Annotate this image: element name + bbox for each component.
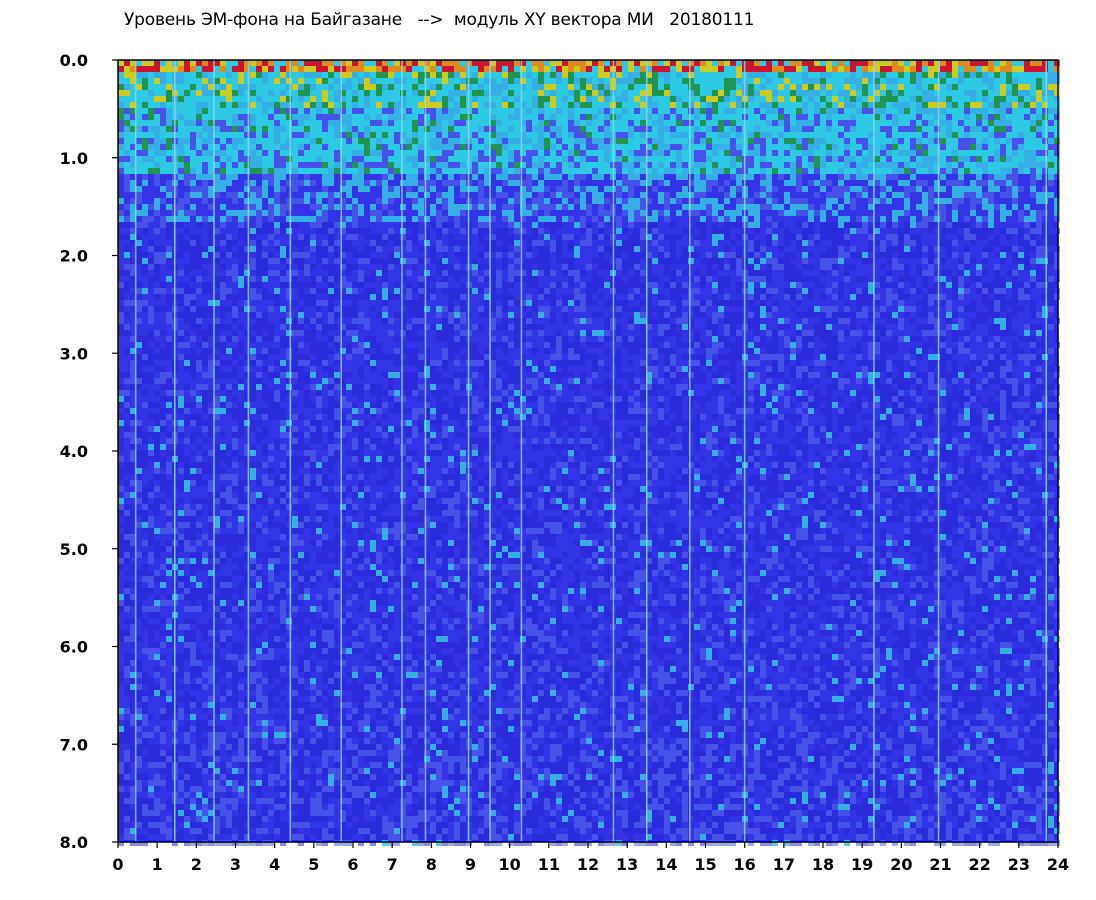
y-tick-label: 2.0 [60, 247, 88, 266]
x-tick-label: 10 [499, 855, 521, 874]
x-tick-label: 19 [851, 855, 873, 874]
y-tick-label: 1.0 [60, 149, 88, 168]
x-tick-label: 20 [890, 855, 912, 874]
x-tick-label: 22 [969, 855, 991, 874]
y-tick-label: 3.0 [60, 344, 88, 363]
x-tick-label: 2 [191, 855, 202, 874]
y-tick-label: 7.0 [60, 735, 88, 754]
x-tick-label: 1 [152, 855, 163, 874]
x-tick-label: 24 [1047, 855, 1069, 874]
y-tick-label: 8.0 [60, 833, 88, 852]
x-tick-label: 3 [230, 855, 241, 874]
y-tick-label: 5.0 [60, 540, 88, 559]
x-tick-label: 16 [734, 855, 756, 874]
chart-title: Уровень ЭМ-фона на Байгазане --> модуль … [124, 10, 755, 30]
x-tick-label: 13 [616, 855, 638, 874]
y-tick-label: 0.0 [60, 51, 88, 70]
y-tick-label: 6.0 [60, 638, 88, 657]
x-tick-label: 17 [773, 855, 795, 874]
x-tick-label: 4 [269, 855, 280, 874]
x-tick-label: 6 [347, 855, 358, 874]
x-tick-label: 14 [655, 855, 677, 874]
x-tick-label: 12 [577, 855, 599, 874]
x-tick-label: 8 [426, 855, 437, 874]
heatmap-cells [118, 60, 1060, 846]
x-tick-label: 15 [694, 855, 716, 874]
x-tick-label: 9 [465, 855, 476, 874]
y-tick-label: 4.0 [60, 442, 88, 461]
x-tick-label: 5 [308, 855, 319, 874]
x-tick-label: 7 [387, 855, 398, 874]
x-tick-label: 21 [929, 855, 951, 874]
x-tick-label: 23 [1008, 855, 1030, 874]
x-tick-label: 11 [538, 855, 560, 874]
x-tick-label: 18 [812, 855, 834, 874]
axes: 0 1 2 3 4 5 6 7 8 9 10 11 12 13 14 15 16 17 18 19 20 21 22 23 24… [60, 51, 1069, 874]
plot-area [118, 60, 1060, 846]
x-tick-label: 0 [112, 855, 123, 874]
